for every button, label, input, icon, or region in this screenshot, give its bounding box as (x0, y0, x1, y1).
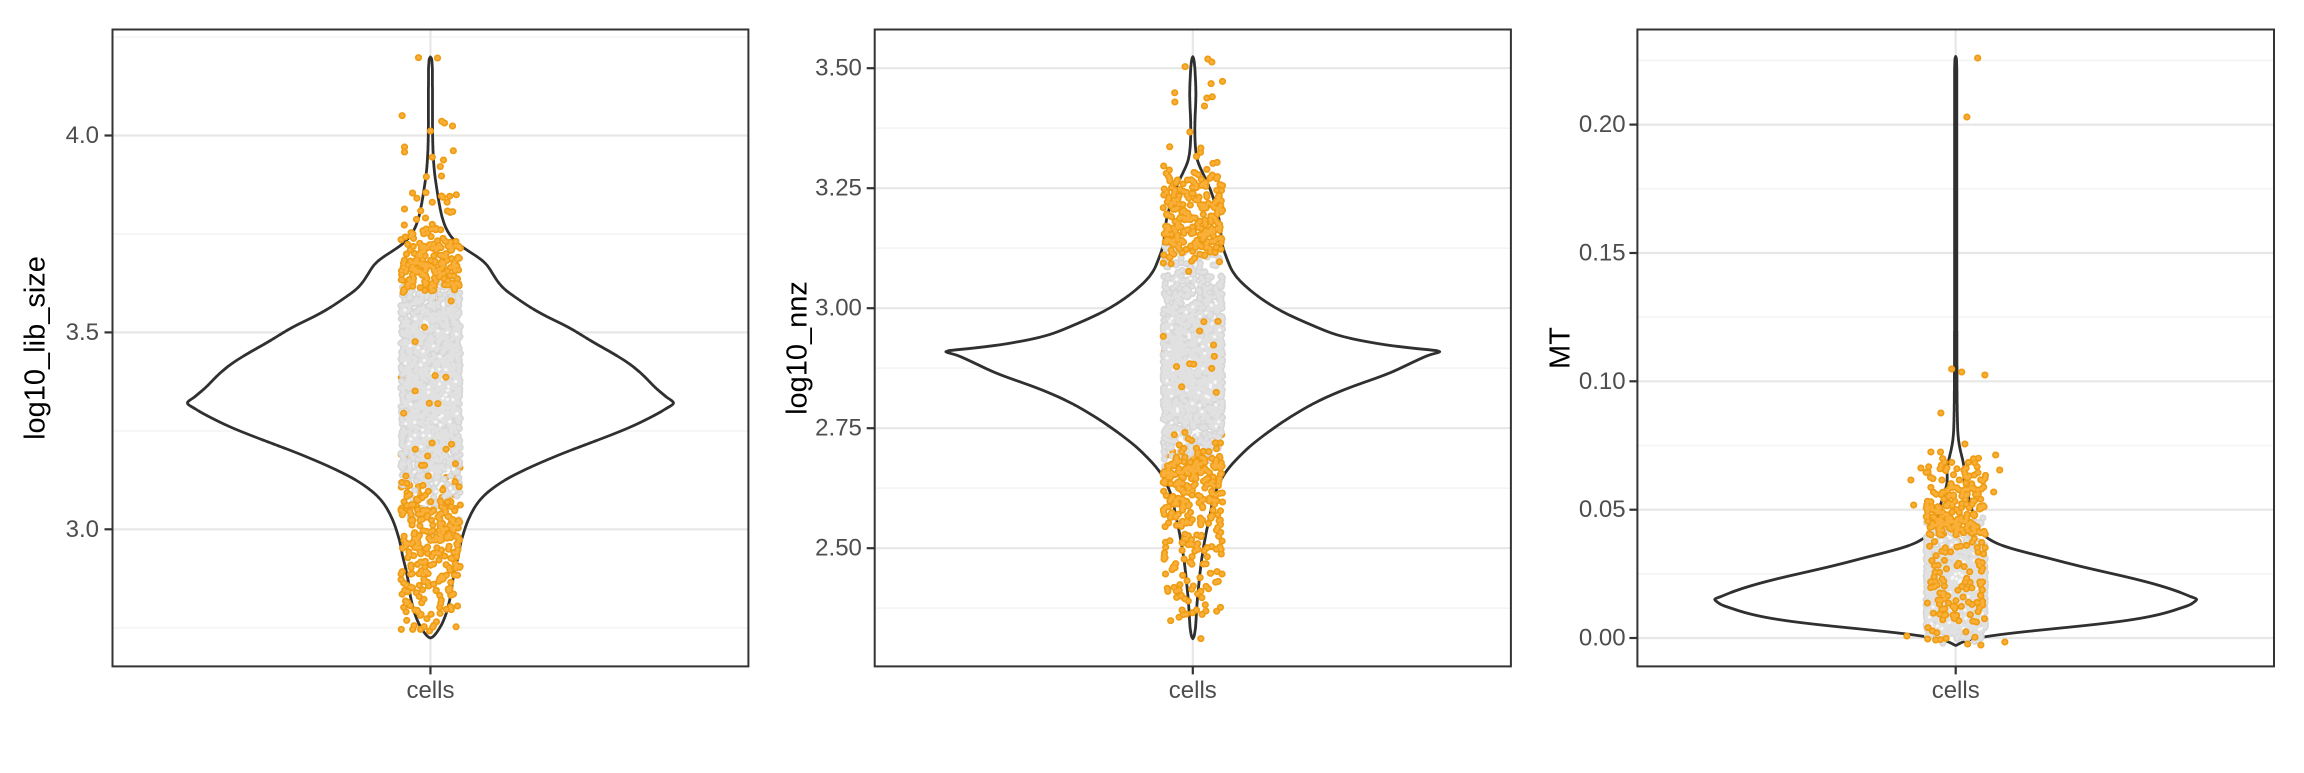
svg-text:log10_nnz: log10_nnz (782, 281, 814, 415)
svg-text:2.50: 2.50 (815, 535, 862, 562)
svg-text:cells: cells (406, 677, 454, 704)
svg-text:3.00: 3.00 (815, 295, 862, 322)
svg-text:3.25: 3.25 (815, 175, 862, 202)
svg-text:3.0: 3.0 (66, 516, 99, 543)
svg-text:0.15: 0.15 (1579, 240, 1626, 267)
svg-text:3.50: 3.50 (815, 55, 862, 82)
svg-text:cells: cells (1169, 677, 1217, 704)
svg-text:0.05: 0.05 (1579, 496, 1626, 523)
svg-text:log10_lib_size: log10_lib_size (20, 256, 52, 440)
svg-text:0.00: 0.00 (1579, 625, 1626, 652)
svg-text:MT: MT (1544, 327, 1576, 369)
svg-text:3.5: 3.5 (66, 319, 99, 346)
svg-text:cells: cells (1932, 677, 1980, 704)
svg-text:2.75: 2.75 (815, 415, 862, 442)
svg-text:0.20: 0.20 (1579, 111, 1626, 138)
svg-text:0.10: 0.10 (1579, 368, 1626, 395)
svg-text:4.0: 4.0 (66, 122, 99, 149)
